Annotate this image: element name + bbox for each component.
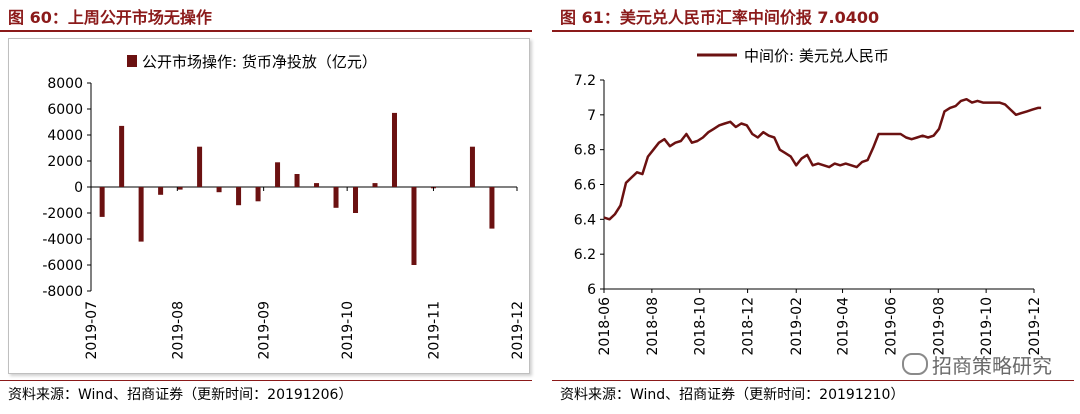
left-figure: 图 60：上周公开市场无操作 公开市场操作: 货币净投放（亿元） 8000 6000… <box>0 0 538 414</box>
legend-label: 中间价: 美元兑人民币 <box>744 47 889 65</box>
bar <box>119 125 125 187</box>
x-tick-label: 2019-10 <box>340 301 356 360</box>
x-tick-label: 2019-07 <box>84 301 100 360</box>
legend-swatch <box>127 55 137 67</box>
y-tick-label: 6.8 <box>574 143 596 159</box>
right-source-rule <box>552 380 1074 381</box>
watermark-text: 招商策略研究 <box>932 354 1052 378</box>
bar <box>158 187 164 195</box>
x-tick-label: 2019-08 <box>931 297 947 356</box>
x-tick-label: 2019-04 <box>836 297 852 356</box>
x-tick-label: 2019-12 <box>510 301 526 360</box>
right-figure-title: 图 61：美元兑人民币汇率中间价报 7.0400 <box>560 8 880 27</box>
bar <box>99 187 105 217</box>
x-tick-label: 2019-02 <box>789 297 805 356</box>
x-tick-label: 2018-06 <box>597 297 613 356</box>
bar <box>255 187 261 202</box>
y-tick-label: 8000 <box>47 76 83 92</box>
x-tick-label: 2018-08 <box>645 297 661 356</box>
x-tick-label: 2019-06 <box>883 297 899 356</box>
x-tick-label: 2019-08 <box>170 301 186 360</box>
left-figure-title: 图 60：上周公开市场无操作 <box>8 8 212 27</box>
bar <box>294 174 300 187</box>
bar <box>275 162 281 187</box>
y-tick-label: 6 <box>587 282 596 298</box>
bar <box>197 146 203 187</box>
y-tick-label: 7 <box>587 108 596 124</box>
x-tick-label: 2019-10 <box>979 297 995 356</box>
y-tick-label: 7.2 <box>574 73 596 89</box>
bar <box>314 183 320 187</box>
bar <box>138 187 144 242</box>
bar <box>469 146 475 187</box>
bar <box>177 187 183 190</box>
y-tick-label: -6000 <box>42 258 83 274</box>
wechat-icon <box>902 353 928 375</box>
right-title-rule <box>552 30 1074 32</box>
x-tick-label: 2019-09 <box>257 301 273 360</box>
x-tick-label: 2018-12 <box>741 297 757 356</box>
x-tick-label: 2019-11 <box>426 301 442 360</box>
left-bar-chart: 公开市场操作: 货币净投放（亿元） 8000 6000 4000 2000 0 -2000 -… <box>42 53 526 360</box>
bar <box>353 187 359 213</box>
left-chart-frame: 公开市场操作: 货币净投放（亿元） 8000 6000 4000 2000 0 -2000 -… <box>8 38 530 374</box>
right-source-note: 资料来源：Wind、招商证券（更新时间：20191210） <box>560 387 905 403</box>
legend-label: 公开市场操作: 货币净投放（亿元） <box>142 53 377 71</box>
y-tick-label: 2000 <box>47 154 83 170</box>
left-source-note: 资料来源：Wind、招商证券（更新时间：20191206） <box>8 387 353 403</box>
bar <box>216 187 222 193</box>
x-tick-label: 2019-12 <box>1027 297 1043 356</box>
bar <box>489 187 495 229</box>
y-tick-label: -4000 <box>42 232 83 248</box>
y-tick-label: 6.4 <box>574 212 596 228</box>
left-source-rule <box>0 380 532 381</box>
watermark: 招商策略研究 <box>902 350 1052 379</box>
y-tick-label: 6.2 <box>574 247 596 263</box>
bar <box>236 187 242 206</box>
y-tick-label: 6000 <box>47 102 83 118</box>
y-tick-label: 6.6 <box>574 178 596 194</box>
x-tick-label: 2018-10 <box>693 297 709 356</box>
y-tick-label: -8000 <box>42 284 83 300</box>
bar <box>391 112 397 187</box>
series-line <box>603 97 1042 221</box>
right-figure: 图 61：美元兑人民币汇率中间价报 7.0400 中间价: 美元兑人民币 7.2 7… <box>552 0 1080 414</box>
y-tick-label: 4000 <box>47 128 83 144</box>
y-tick-label: 0 <box>74 180 83 196</box>
bar <box>372 183 378 187</box>
y-tick-label: -2000 <box>42 206 83 222</box>
bar <box>333 187 339 208</box>
bar <box>411 187 417 265</box>
left-title-rule <box>0 30 532 32</box>
